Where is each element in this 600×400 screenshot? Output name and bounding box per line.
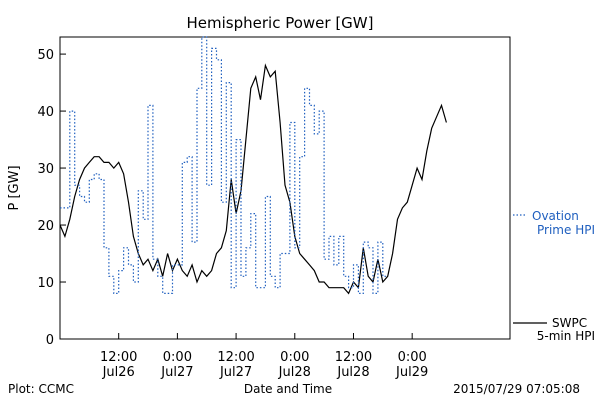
x-tick-label-time: 0:00 <box>398 350 427 365</box>
x-tick-label-time: 12:00 <box>335 350 372 365</box>
series-layer <box>59 36 447 295</box>
y-tick-label: 10 <box>37 276 54 291</box>
y-axis: 0 10 20 30 40 50 <box>37 48 66 348</box>
y-tick-label: 50 <box>37 48 54 63</box>
x-tick-label-time: 0:00 <box>163 350 192 365</box>
y-tick-label: 0 <box>46 333 54 348</box>
x-tick-label-date: Jul28 <box>278 365 311 380</box>
x-axis: 12:00Jul260:00Jul2712:00Jul270:00Jul2812… <box>100 333 428 380</box>
plot-frame <box>59 36 511 340</box>
x-tick-label-date: Jul29 <box>395 365 428 380</box>
x-tick-label-date: Jul27 <box>160 365 193 380</box>
legend-swpc-label-2: 5-min HPI <box>537 329 595 343</box>
y-axis-label: P [GW] <box>7 165 22 210</box>
legend-ovation-label-2: Prime HPI <box>537 223 595 237</box>
y-tick-label: 40 <box>37 105 54 120</box>
plot-credit: Plot: CCMC <box>8 382 74 396</box>
x-tick-label-time: 12:00 <box>100 350 137 365</box>
legend-ovation-label: Ovation <box>532 209 579 223</box>
legend-swpc-label: SWPC <box>552 316 587 330</box>
series-ovation-prime-hpi-line <box>60 36 388 294</box>
chart-title: Hemispheric Power [GW] <box>187 14 374 32</box>
x-tick-label-date: Jul27 <box>219 365 252 380</box>
y-tick-label: 30 <box>37 162 54 177</box>
x-tick-label-time: 0:00 <box>280 350 309 365</box>
x-tick-label-date: Jul26 <box>102 365 135 380</box>
plot-timestamp: 2015/07/29 07:05:08 <box>453 382 580 396</box>
x-tick-label-date: Jul28 <box>336 365 369 380</box>
y-tick-label: 20 <box>37 219 54 234</box>
x-tick-label-time: 12:00 <box>217 350 254 365</box>
series-swpc-hpi-line <box>59 63 447 295</box>
x-axis-label: Date and Time <box>244 382 332 396</box>
